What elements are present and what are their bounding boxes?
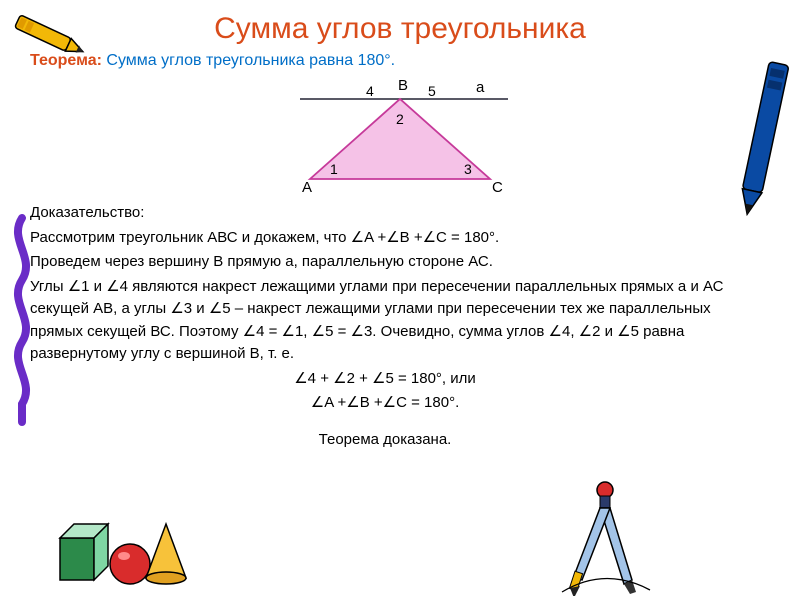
crayon-blue-icon xyxy=(734,40,794,230)
svg-text:5: 5 xyxy=(428,83,436,99)
theorem-line: Теорема: Сумма углов треугольника равна … xyxy=(0,52,800,70)
compass-icon xyxy=(550,476,660,596)
svg-text:1: 1 xyxy=(330,161,338,177)
crayon-yellow-icon xyxy=(2,6,92,66)
proof-line: Проведем через вершину В прямую a, парал… xyxy=(30,251,740,274)
squiggle-icon xyxy=(4,210,40,430)
svg-text:B: B xyxy=(398,77,408,94)
proof-line: Рассмотрим треугольник АВС и докажем, чт… xyxy=(30,227,740,250)
proof-body: Доказательство: Рассмотрим треугольник А… xyxy=(0,202,800,451)
svg-text:C: C xyxy=(492,179,503,194)
svg-text:a: a xyxy=(476,79,485,96)
proof-eq2: ∠A +∠B +∠C = 180°. xyxy=(30,392,740,415)
proof-heading: Доказательство: xyxy=(30,202,740,225)
geometric-solids-icon xyxy=(40,494,190,594)
svg-text:3: 3 xyxy=(464,161,472,177)
svg-text:A: A xyxy=(302,179,312,194)
diagram-svg: A B Ca 1 2 3 4 5 xyxy=(280,74,520,194)
page-title: Сумма углов треугольника xyxy=(0,0,800,52)
proof-qed: Теорема доказана. xyxy=(30,429,740,452)
svg-text:2: 2 xyxy=(396,111,404,127)
proof-line: Углы ∠1 и ∠4 являются накрест лежащими у… xyxy=(30,276,740,366)
triangle-diagram: A B Ca 1 2 3 4 5 xyxy=(280,74,520,194)
theorem-text: Сумма углов треугольника равна 180°. xyxy=(102,52,395,69)
proof-eq1: ∠4 + ∠2 + ∠5 = 180°, или xyxy=(30,368,740,391)
svg-text:4: 4 xyxy=(366,83,374,99)
